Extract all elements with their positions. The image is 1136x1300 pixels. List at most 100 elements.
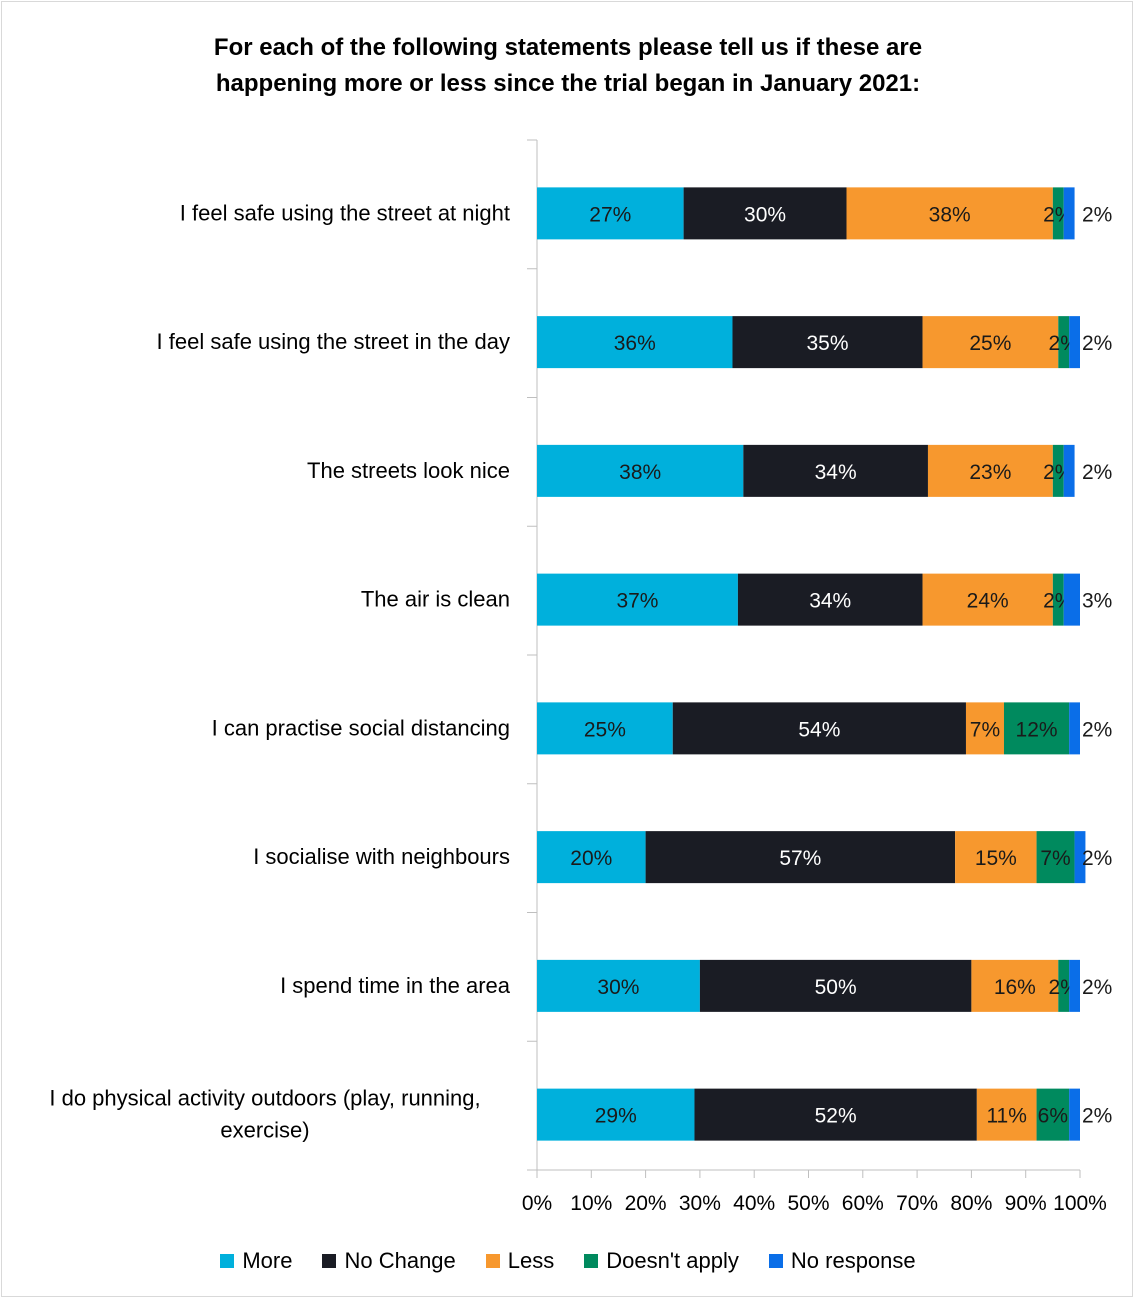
- bar-segment: [1069, 1088, 1080, 1141]
- data-label: 30%: [597, 976, 639, 999]
- data-label: 30%: [744, 203, 786, 226]
- data-label: 20%: [570, 847, 612, 870]
- legend-item: No response: [768, 1248, 916, 1274]
- data-label: 50%: [815, 976, 857, 999]
- x-tick-label: 40%: [733, 1192, 775, 1215]
- data-label: 23%: [969, 461, 1011, 484]
- data-label: 2%: [1082, 332, 1112, 355]
- bar-segment: [922, 573, 1053, 626]
- category-label: exercise): [220, 1118, 309, 1143]
- category-label: I socialise with neighbours: [253, 844, 510, 869]
- bar-segment: [537, 316, 733, 369]
- legend-item: More: [220, 1248, 292, 1274]
- legend-item: Doesn't apply: [584, 1248, 739, 1274]
- data-label: 36%: [614, 332, 656, 355]
- data-label: 2%: [1082, 847, 1112, 870]
- x-tick-label: 50%: [787, 1192, 829, 1215]
- category-label: I can practise social distancing: [212, 715, 510, 740]
- data-label: 38%: [929, 203, 971, 226]
- bar-segment: [1036, 831, 1075, 884]
- chart-legend: More No Change Less Doesn't apply No respons…: [0, 1248, 1136, 1274]
- data-label: 29%: [595, 1105, 637, 1128]
- data-label: 7%: [970, 718, 1000, 741]
- category-label: I feel safe using the street in the day: [157, 329, 510, 354]
- bar-segment: [927, 444, 1053, 497]
- bar-segment: [1052, 187, 1064, 240]
- bar-segment: [846, 187, 1053, 240]
- bar-segment: [976, 1088, 1037, 1141]
- data-label: 34%: [815, 461, 857, 484]
- data-label: 52%: [815, 1105, 857, 1128]
- bar-segment: [1058, 959, 1070, 1012]
- data-label: 15%: [975, 847, 1017, 870]
- x-tick-label: 20%: [625, 1192, 667, 1215]
- bar-segment: [537, 1088, 695, 1141]
- bar-segment: [1058, 316, 1070, 369]
- legend-swatch: [584, 1254, 599, 1268]
- bar-segment: [732, 316, 923, 369]
- bar-segment: [694, 1088, 977, 1141]
- legend-label: Doesn't apply: [606, 1248, 739, 1273]
- legend-label: No response: [790, 1248, 916, 1273]
- category-label: I do physical activity outdoors (play, r…: [49, 1086, 480, 1111]
- bar-segment: [1036, 1088, 1070, 1141]
- x-tick-label: 0%: [522, 1192, 552, 1215]
- bar-segment: [1074, 831, 1086, 884]
- bar-segment: [537, 573, 738, 626]
- data-label: 34%: [809, 590, 851, 613]
- data-label: 35%: [806, 332, 848, 355]
- bar-segment: [537, 831, 646, 884]
- bar-segment: [1069, 316, 1080, 369]
- legend-item: No Change: [322, 1248, 456, 1274]
- chart-title-line-1: For each of the following statements ple…: [213, 34, 923, 61]
- x-tick-label: 70%: [896, 1192, 938, 1215]
- bar-segment: [922, 316, 1059, 369]
- bar-segment: [1003, 702, 1070, 755]
- bar-segment: [683, 187, 847, 240]
- bar-segment: [1052, 573, 1064, 626]
- legend-label: More: [242, 1248, 293, 1273]
- data-label: 6%: [1038, 1105, 1068, 1128]
- x-tick-label: 100%: [1053, 1192, 1107, 1215]
- x-tick-label: 30%: [679, 1192, 721, 1215]
- bar-segment: [1063, 573, 1080, 626]
- data-label: 12%: [1016, 718, 1058, 741]
- bar-segment: [537, 959, 700, 1012]
- stacked-bar-chart: 0% 10% 20% 30% 40% 50% 60% 70% 80% 90% 100% I feel …: [49, 139, 1112, 1215]
- legend-label: No Change: [344, 1248, 456, 1273]
- data-label: 37%: [616, 590, 658, 613]
- data-label: 16%: [994, 976, 1036, 999]
- legend-label: Less: [507, 1248, 555, 1273]
- category-label: I spend time in the area: [280, 973, 511, 998]
- legend-swatch: [220, 1254, 235, 1268]
- bar-segment: [1069, 702, 1080, 755]
- bar-segment: [955, 831, 1037, 884]
- chart-title-line-2: happening more or less since the trial b…: [215, 70, 921, 97]
- data-label: 25%: [969, 332, 1011, 355]
- bar-segment: [1069, 959, 1080, 1012]
- legend-swatch: [322, 1254, 337, 1268]
- x-tick-label: 10%: [570, 1192, 612, 1215]
- category-label: The air is clean: [361, 587, 510, 612]
- bar-segment: [672, 702, 966, 755]
- bar-segment: [537, 187, 684, 240]
- data-label: 54%: [798, 718, 840, 741]
- data-label: 24%: [967, 590, 1009, 613]
- category-label: The streets look nice: [307, 458, 510, 483]
- data-label: 57%: [779, 847, 821, 870]
- data-label: 38%: [619, 461, 661, 484]
- x-tick-label: 80%: [950, 1192, 992, 1215]
- data-label: 11%: [986, 1105, 1026, 1128]
- bar-segment: [537, 444, 744, 497]
- bar-segment: [645, 831, 956, 884]
- bar-segment: [699, 959, 972, 1012]
- data-label: 2%: [1082, 461, 1112, 484]
- data-label: 3%: [1082, 590, 1112, 613]
- data-label: 2%: [1082, 718, 1112, 741]
- data-label: 25%: [584, 718, 626, 741]
- category-label: I feel safe using the street at night: [180, 200, 510, 225]
- data-label: 2%: [1082, 976, 1112, 999]
- bar-segment: [1063, 444, 1075, 497]
- data-label: 2%: [1082, 1105, 1112, 1128]
